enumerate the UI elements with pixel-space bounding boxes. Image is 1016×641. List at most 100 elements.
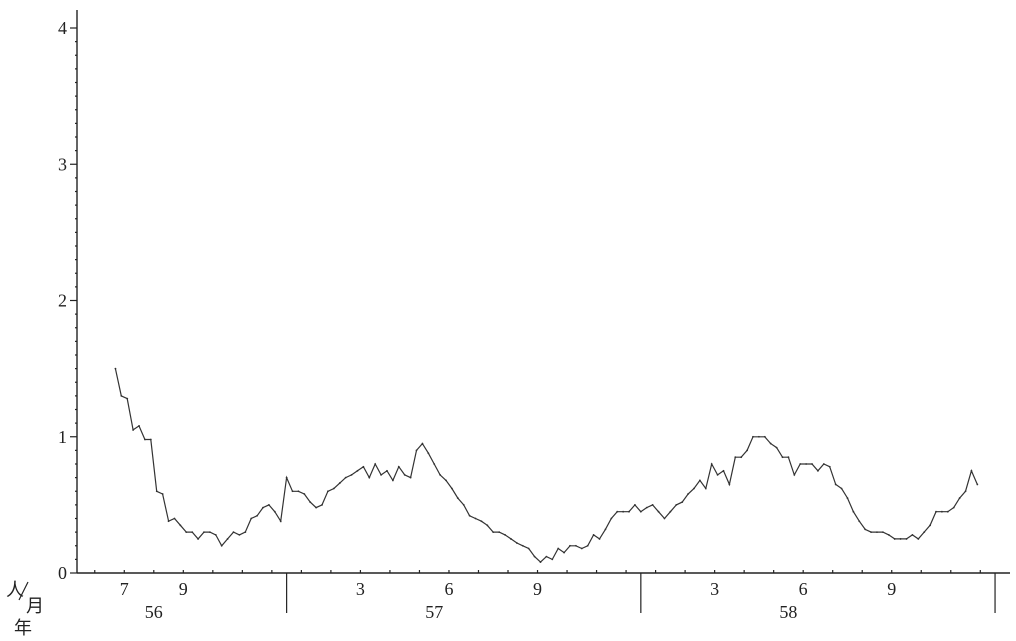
data-point: [681, 501, 684, 504]
data-point: [380, 474, 382, 476]
x-year-label: 57: [425, 602, 443, 622]
data-point: [309, 501, 312, 504]
data-point: [421, 442, 424, 445]
data-point: [952, 506, 955, 509]
data-point: [887, 533, 890, 536]
data-point: [368, 476, 371, 479]
data-point: [758, 435, 760, 438]
x-month-label: 9: [533, 579, 542, 599]
data-point: [911, 533, 914, 536]
unit-year: 年: [14, 618, 32, 638]
data-point: [929, 524, 932, 527]
data-point: [197, 538, 199, 540]
data-point: [970, 469, 973, 472]
data-point: [740, 456, 743, 459]
data-point: [551, 558, 554, 561]
data-point: [256, 514, 259, 517]
data-point: [574, 544, 577, 547]
data-point: [244, 531, 247, 534]
data-point: [480, 520, 483, 523]
data-point: [262, 506, 264, 509]
data-point: [149, 438, 152, 441]
data-point: [858, 520, 861, 523]
data-point: [592, 533, 595, 536]
data-point: [687, 493, 689, 495]
data-point: [386, 469, 388, 472]
data-point: [828, 465, 831, 468]
data-point: [569, 544, 571, 547]
data-point: [179, 524, 182, 527]
data-point: [893, 538, 896, 540]
data-point: [533, 555, 536, 558]
data-point: [822, 463, 825, 465]
data-point: [805, 463, 808, 465]
data-point: [651, 503, 654, 506]
data-point: [663, 517, 666, 520]
data-point: [433, 463, 436, 465]
data-point: [415, 449, 418, 452]
data-point: [917, 538, 920, 540]
y-tick-label: 2: [58, 291, 67, 311]
x-month-label: 3: [710, 579, 719, 599]
data-point: [905, 538, 908, 540]
data-point: [238, 533, 241, 536]
series-layer: [114, 367, 979, 563]
data-point: [876, 531, 878, 534]
unit-person: 人: [6, 580, 24, 600]
data-point: [834, 483, 837, 486]
data-point: [881, 531, 884, 534]
data-point: [675, 503, 678, 506]
data-point: [297, 490, 300, 493]
data-point: [787, 456, 790, 459]
data-point: [456, 497, 459, 499]
data-point: [698, 479, 701, 482]
data-point: [622, 510, 625, 513]
data-point: [486, 524, 489, 527]
data-point: [173, 517, 176, 520]
data-point: [451, 487, 453, 490]
data-point: [752, 435, 754, 438]
data-point: [232, 531, 235, 534]
data-point: [114, 367, 117, 370]
unit-slash: [18, 581, 29, 601]
data-point: [350, 474, 353, 476]
x-axis: 7 9 3 6 9 3 6 9 56 57 58: [77, 570, 1010, 622]
data-point: [462, 503, 465, 506]
data-point: [510, 538, 512, 540]
data-point: [964, 490, 967, 493]
data-point: [155, 490, 158, 493]
data-point: [628, 510, 630, 513]
data-point: [769, 442, 772, 445]
data-point: [285, 476, 288, 479]
y-tick-label: 3: [58, 154, 67, 174]
data-point: [775, 446, 778, 449]
data-point: [634, 503, 636, 506]
data-point: [811, 463, 813, 465]
data-point: [409, 476, 412, 479]
data-point: [610, 517, 613, 520]
data-point: [144, 438, 146, 441]
data-point: [817, 469, 819, 472]
data-point: [220, 544, 223, 547]
data-point: [279, 520, 282, 523]
y-tick-label: 1: [58, 427, 67, 447]
data-point: [338, 482, 341, 484]
data-point: [728, 483, 731, 486]
data-point: [303, 493, 306, 495]
data-point: [474, 517, 477, 520]
data-point: [746, 449, 748, 452]
data-point: [504, 533, 506, 536]
x-month-label: 3: [356, 579, 365, 599]
data-point: [846, 497, 849, 499]
data-point: [557, 547, 560, 550]
data-point: [935, 510, 937, 513]
data-point: [120, 394, 123, 397]
data-point: [214, 533, 217, 536]
data-point: [374, 463, 377, 465]
data-point: [616, 510, 619, 513]
data-point: [445, 479, 447, 482]
x-year-label: 58: [779, 602, 797, 622]
data-point: [781, 456, 784, 459]
y-tick-label: 4: [58, 18, 67, 38]
